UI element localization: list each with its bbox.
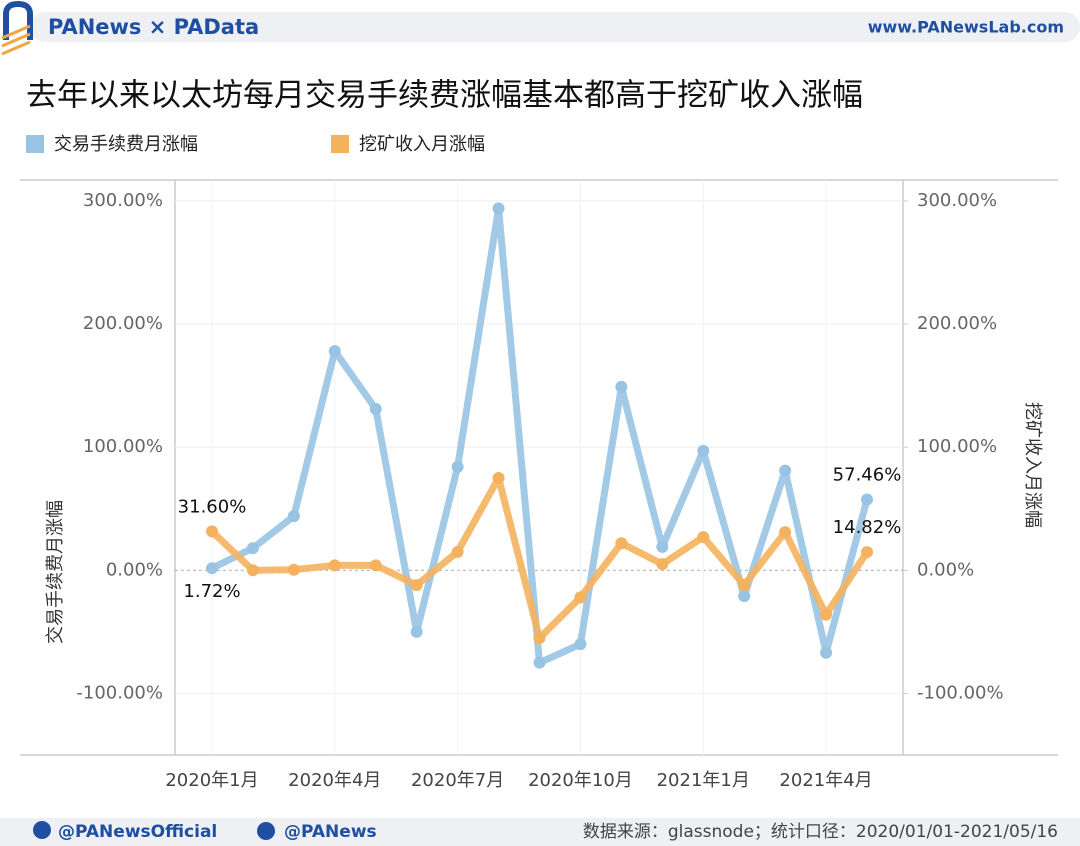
legend-label: 挖矿收入月涨幅 (359, 134, 485, 155)
point (369, 403, 382, 416)
y2-tick-label: 300.00% (917, 190, 997, 211)
point (492, 471, 505, 484)
point (574, 638, 587, 651)
plot-frame (20, 179, 1058, 756)
point (697, 531, 710, 544)
point (287, 563, 300, 576)
point (206, 562, 218, 575)
x-tick-label: 2020年4月 (288, 770, 381, 791)
point (206, 525, 218, 538)
series-line (210, 204, 871, 667)
point (451, 545, 464, 558)
series-line (209, 474, 870, 642)
twitter-icon (33, 821, 51, 839)
legend-swatch (26, 135, 44, 153)
legend-label: 交易手续费月涨幅 (54, 134, 198, 155)
point (492, 202, 505, 215)
point (246, 564, 259, 577)
point (574, 591, 587, 604)
header-bar (30, 12, 1080, 42)
point (369, 559, 382, 572)
point (533, 632, 546, 645)
point (697, 444, 710, 457)
weibo-icon (257, 822, 275, 840)
point (410, 579, 423, 592)
point (615, 380, 628, 393)
value-label: 57.46% (833, 465, 902, 486)
source: 数据来源：glassnode；统计口径：2020/01/01-2021/05/1… (583, 822, 1058, 842)
point (615, 537, 628, 550)
point (820, 646, 833, 659)
point (287, 510, 300, 523)
value-label: 31.60% (178, 496, 247, 517)
point (738, 579, 751, 592)
logo (1, 0, 33, 56)
point (656, 558, 669, 571)
y-tick-label: 300.00% (83, 190, 163, 211)
weibo: @PANews (284, 822, 377, 842)
value-label: 1.72% (183, 581, 240, 602)
point (738, 590, 751, 603)
twitter: @PANewsOfficial (58, 822, 217, 842)
point (861, 493, 873, 506)
site: www.PANewsLab.com (868, 18, 1064, 37)
point (820, 608, 833, 621)
point (328, 559, 341, 572)
point (779, 526, 792, 539)
point (328, 345, 341, 358)
y2-tick-label: 0.00% (917, 559, 974, 580)
footer-bar (0, 818, 1080, 846)
point (656, 540, 669, 553)
point (451, 460, 464, 473)
brand: PANews × PAData (48, 15, 259, 39)
point (410, 625, 423, 638)
x-tick-label: 2020年7月 (411, 770, 504, 791)
y-tick-label: 200.00% (83, 313, 163, 334)
point (861, 546, 873, 559)
y-axis-label: 交易手续费月涨幅 (45, 500, 66, 644)
point (246, 542, 259, 555)
y-tick-label: 100.00% (83, 436, 163, 457)
x-tick-label: 2021年1月 (657, 770, 750, 791)
chart-title: 去年以来以太坊每月交易手续费涨幅基本都高于挖矿收入涨幅 (26, 78, 863, 114)
value-label: 14.82% (833, 517, 902, 538)
legend-swatch (331, 135, 349, 153)
y2-tick-label: -100.00% (917, 682, 1004, 703)
y2-tick-label: 200.00% (917, 313, 997, 334)
y-tick-label: 0.00% (106, 559, 163, 580)
point (779, 464, 792, 477)
x-tick-label: 2020年10月 (528, 770, 633, 791)
y2-axis-label: 挖矿收入月涨幅 (1022, 402, 1043, 528)
point (533, 656, 546, 669)
y-tick-label: -100.00% (76, 682, 163, 703)
x-tick-label: 2021年4月 (779, 770, 872, 791)
x-tick-label: 2020年1月 (165, 770, 258, 791)
y2-tick-label: 100.00% (917, 436, 997, 457)
